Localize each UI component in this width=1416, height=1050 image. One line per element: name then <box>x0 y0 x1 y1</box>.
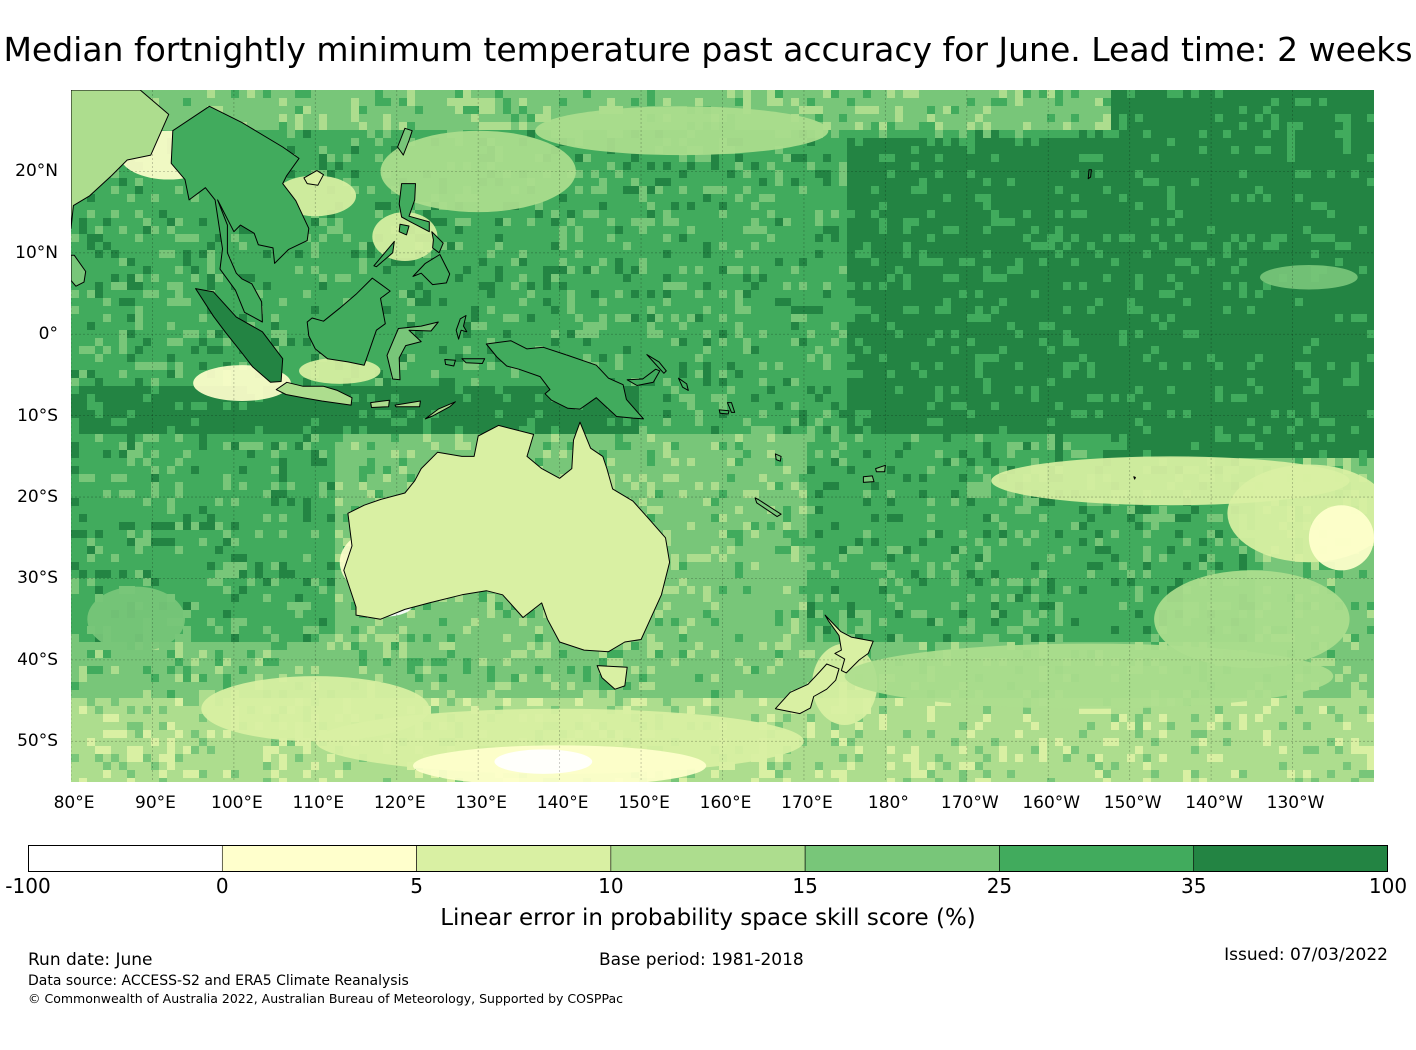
lon-label: 140°E <box>536 793 589 813</box>
colorbar-label: Linear error in probability space skill … <box>440 905 976 931</box>
land-samar-leyte <box>431 231 444 254</box>
run-date: Run date: June <box>28 950 153 970</box>
lat-label: 0° <box>38 324 58 345</box>
lon-label: 130°E <box>455 793 508 813</box>
colorbar-tick: 10 <box>598 874 624 898</box>
land-espiritu-santo <box>774 453 782 462</box>
colorbar-tick: -100 <box>5 874 51 898</box>
lon-label: 130°W <box>1266 793 1325 813</box>
land-timor <box>424 401 456 420</box>
land-new-zealand-south-island <box>774 663 840 715</box>
lon-label: 170°W <box>940 793 999 813</box>
land-luzon <box>398 183 430 233</box>
land-new-zealand-north-island <box>824 614 874 674</box>
colorbar-tick: 0 <box>215 874 229 898</box>
land-flores <box>394 400 421 408</box>
copyright-notice: © Commonwealth of Australia 2022, Austra… <box>28 991 623 1006</box>
land-tasmania <box>596 665 628 690</box>
colorbar-swatch <box>416 845 612 872</box>
land-mindanao <box>412 254 451 286</box>
lon-label: 100°E <box>211 793 263 813</box>
base-period: Base period: 1981-2018 <box>599 950 804 970</box>
colorbar-tick: 100 <box>1368 874 1408 898</box>
graticule <box>71 90 1374 782</box>
land-new-britain <box>626 368 661 386</box>
colorbar-tick: 35 <box>1180 874 1207 898</box>
land-bougainville <box>678 377 689 391</box>
colorbar-swatch <box>804 845 1000 872</box>
land-new-ireland <box>646 354 667 374</box>
colorbar-swatch <box>1193 845 1388 872</box>
land-mindoro <box>398 223 410 236</box>
land-hainan <box>303 170 324 186</box>
lon-label: 140°W <box>1185 793 1243 813</box>
land-sumbawa <box>370 399 390 408</box>
colorbar-tick: 5 <box>410 874 423 898</box>
land-palawan <box>373 240 395 268</box>
lon-label: 170°E <box>781 793 833 813</box>
lat-label: 20°S <box>17 487 58 508</box>
land-buru <box>444 359 456 367</box>
land-sumatra <box>195 288 284 383</box>
lat-label: 40°S <box>17 649 58 670</box>
lat-label: 30°S <box>17 568 58 589</box>
lon-label: 110°E <box>292 793 345 813</box>
land-seram <box>461 358 486 364</box>
lat-label: 20°N <box>15 161 58 182</box>
land-borneo <box>306 277 391 366</box>
lon-label: 80°E <box>53 793 95 813</box>
lat-label: 50°S <box>17 731 58 752</box>
land-new-guinea <box>485 340 644 420</box>
colorbar-tick: 15 <box>792 874 818 898</box>
land-viti-levu <box>862 475 875 483</box>
lat-label: 10°N <box>15 242 58 263</box>
lon-label: 180° <box>867 793 909 813</box>
land-malaita <box>726 402 736 413</box>
colorbar <box>28 845 1388 872</box>
lon-label: 160°W <box>1022 793 1081 813</box>
land-halmahera <box>455 315 468 340</box>
land-india <box>71 90 170 229</box>
lon-label: 160°E <box>699 793 752 813</box>
colorbar-swatch <box>610 845 806 872</box>
land-indochina <box>170 105 310 323</box>
data-source: Data source: ACCESS-S2 and ERA5 Climate … <box>28 973 409 989</box>
lat-label: 10°S <box>17 405 58 426</box>
land-australia <box>343 421 671 653</box>
land-hawaii <box>1087 169 1092 180</box>
land-vanua-levu <box>875 464 886 473</box>
land-sulawesi <box>386 321 439 381</box>
lon-label: 90°E <box>135 793 176 813</box>
land-sri-lanka <box>71 254 87 287</box>
land-guadalcanal <box>718 409 730 415</box>
colorbar-swatch <box>221 845 417 872</box>
land-java <box>275 381 353 406</box>
land-taiwan <box>397 127 413 156</box>
lon-label: 120°E <box>373 793 426 813</box>
colorbar-swatch <box>999 845 1195 872</box>
coastlines <box>71 90 1136 715</box>
skill-score-map <box>71 90 1374 782</box>
colorbar-tick: 25 <box>986 874 1013 898</box>
land-tahiti <box>1133 476 1136 480</box>
lon-label: 150°E <box>618 793 670 813</box>
lon-label: 150°W <box>1103 793 1162 813</box>
colorbar-swatch <box>28 845 223 872</box>
map-title: Median fortnightly minimum temperature p… <box>3 30 1413 69</box>
land-new-caledonia <box>754 497 782 518</box>
issued-date: Issued: 07/03/2022 <box>1224 945 1388 965</box>
